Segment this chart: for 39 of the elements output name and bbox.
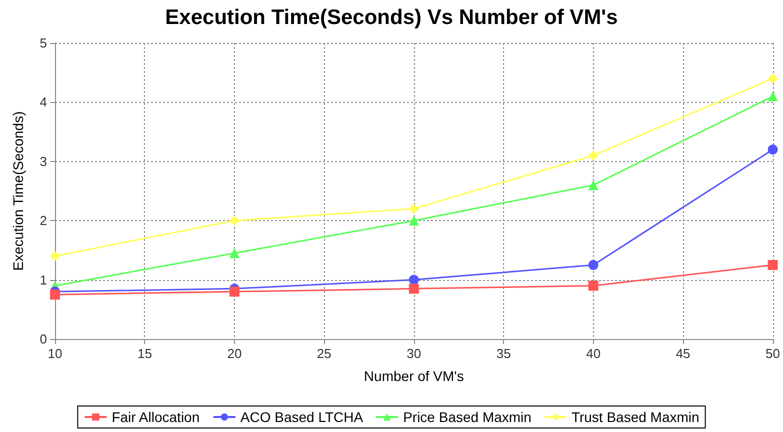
legend-label: ACO Based LTCHA: [240, 409, 364, 425]
x-tick-label: 50: [766, 346, 780, 361]
point: [768, 260, 778, 270]
point: [229, 216, 240, 226]
point: [229, 248, 240, 258]
y-axis-title: Execution Time(Seconds): [10, 111, 26, 271]
point: [408, 216, 419, 226]
point: [588, 260, 598, 270]
legend-label: Trust Based Maxmin: [571, 409, 700, 425]
point: [50, 251, 60, 262]
x-tick-label: 25: [316, 346, 332, 361]
point: [588, 150, 598, 160]
x-tick-label: 40: [586, 346, 601, 361]
x-tick-label: 35: [496, 346, 511, 361]
y-tick-label: 5: [40, 36, 47, 50]
y-tick-label: 3: [40, 154, 47, 169]
y-tick-label: 1: [40, 272, 47, 288]
point: [588, 180, 598, 190]
chart-title: Execution Time(Seconds) Vs Number of VM's: [165, 6, 618, 29]
point: [229, 286, 240, 297]
point: [768, 91, 778, 102]
point: [588, 280, 598, 291]
y-tick-label: 0: [40, 332, 47, 346]
point: [408, 204, 419, 214]
legend-label: Fair Allocation: [112, 409, 200, 425]
x-tick-label: 15: [137, 346, 152, 361]
legend-label: Price Based Maxmin: [403, 409, 532, 425]
point: [408, 284, 419, 294]
point: [408, 274, 419, 285]
point: [768, 74, 778, 84]
point: [50, 290, 60, 300]
y-tick-label: 2: [40, 213, 47, 228]
x-tick-label: 30: [406, 346, 422, 361]
x-tick-label: 45: [676, 346, 690, 361]
x-tick-label: 20: [227, 346, 242, 361]
y-tick-label: 4: [40, 94, 47, 110]
x-tick-label: 10: [48, 346, 62, 361]
point: [768, 144, 778, 155]
x-axis-title: Number of VM's: [364, 368, 464, 384]
